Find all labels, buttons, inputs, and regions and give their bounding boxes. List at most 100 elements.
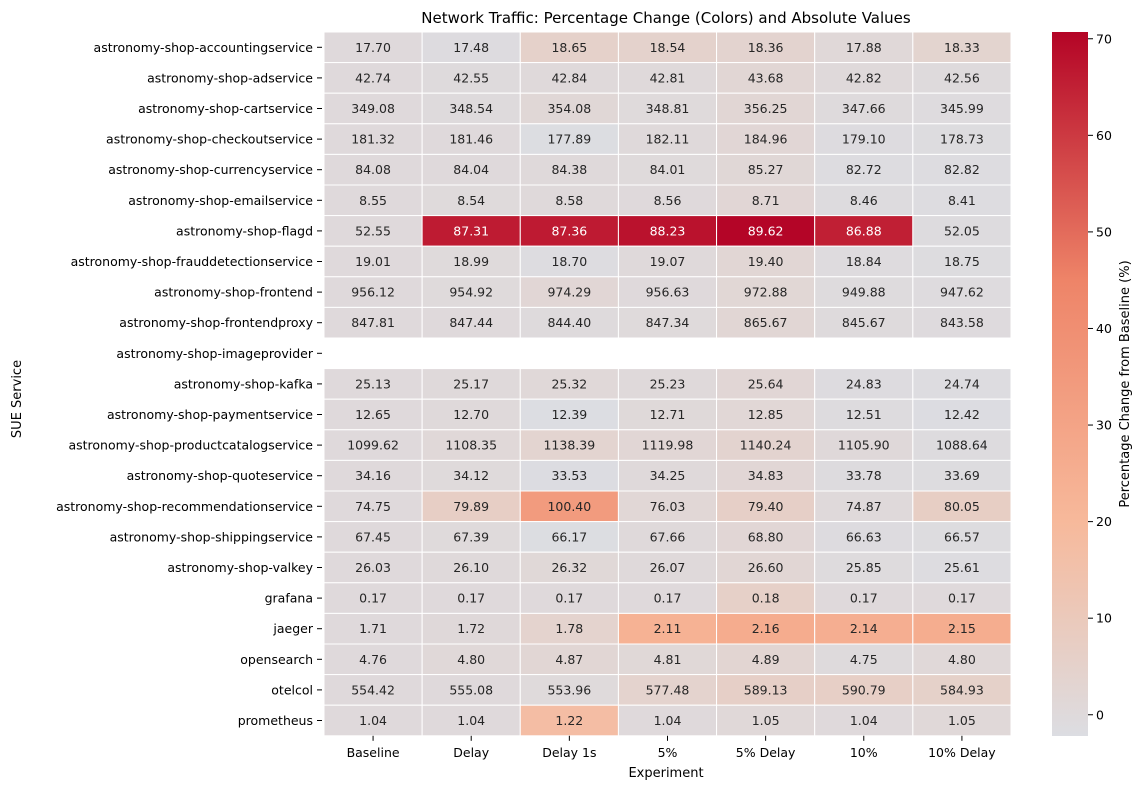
- cell-value-label: 349.08: [351, 101, 395, 116]
- column-label: 10% Delay: [928, 745, 996, 760]
- colorbar-tick-label: 20: [1096, 514, 1112, 529]
- cell-value-label: 847.44: [449, 315, 493, 330]
- cell-value-label: 2.11: [654, 621, 682, 636]
- cell-value-label: 974.29: [547, 285, 591, 300]
- colorbar-tick-label: 60: [1096, 128, 1112, 143]
- heatmap-cell: [912, 674, 1012, 706]
- cell-value-label: 42.82: [846, 70, 882, 85]
- row-label: opensearch: [240, 652, 313, 667]
- cell-value-label: 34.83: [748, 468, 784, 483]
- cell-value-label: 26.32: [551, 560, 587, 575]
- heatmap-cell: [519, 306, 619, 339]
- heatmap-cell: [617, 92, 718, 125]
- cell-value-label: 554.42: [351, 682, 395, 697]
- cell-value-label: 8.41: [948, 193, 976, 208]
- row-label: astronomy-shop-emailservice: [128, 193, 313, 208]
- cell-value-label: 76.03: [650, 499, 686, 514]
- cell-value-label: 18.70: [551, 254, 587, 269]
- heatmap-cells: 17.70 17.48 18.65 18.54 18.36 17.88 18.33 42.74…: [323, 31, 1012, 737]
- heatmap-cell: [912, 551, 1012, 584]
- heatmap-cell: [323, 62, 423, 94]
- heatmap-cell: [814, 92, 914, 125]
- column-label: 10%: [850, 745, 878, 760]
- heatmap-cell: [323, 245, 423, 278]
- heatmap-cell: [323, 215, 423, 247]
- cell-value-label: 1.04: [850, 713, 878, 728]
- cell-value-label: 24.83: [846, 376, 882, 391]
- heatmap-cell: [617, 582, 718, 614]
- cell-value-label: 82.72: [846, 162, 882, 177]
- heatmap-cell: [323, 184, 423, 217]
- cell-value-label: 19.01: [355, 254, 391, 269]
- cell-value-label: 1.05: [948, 713, 976, 728]
- column-label: Baseline: [347, 745, 400, 760]
- cell-value-label: 34.16: [355, 468, 391, 483]
- cell-value-label: 89.62: [748, 223, 784, 238]
- cell-value-label: 179.10: [842, 132, 886, 147]
- heatmap-cell: [716, 521, 816, 553]
- cell-value-label: 12.51: [846, 407, 882, 422]
- cell-value-label: 8.55: [359, 193, 387, 208]
- cell-value-label: 0.17: [359, 591, 387, 606]
- row-label: jaeger: [272, 621, 313, 636]
- cell-value-label: 1.04: [359, 713, 387, 728]
- cell-value-label: 4.76: [359, 652, 387, 667]
- heatmap-cell: [421, 490, 521, 523]
- heatmap-cell: [617, 490, 718, 523]
- heatmap-cell: [421, 368, 521, 400]
- x-axis-label: Experiment: [628, 766, 703, 781]
- heatmap-cell: [716, 674, 816, 706]
- cell-value-label: 972.88: [744, 285, 788, 300]
- heatmap-cell: [912, 459, 1012, 492]
- cell-value-label: 178.73: [940, 132, 984, 147]
- cell-value-label: 42.74: [355, 70, 391, 85]
- heatmap-cell: [912, 521, 1012, 553]
- heatmap-cell: [716, 612, 816, 645]
- heatmap-cell: [814, 245, 914, 278]
- heatmap-cell: [519, 92, 619, 125]
- heatmap-cell: [323, 643, 423, 676]
- heatmap-cell: [421, 582, 521, 614]
- row-label: astronomy-shop-kafka: [174, 376, 313, 391]
- cell-value-label: 0.18: [752, 591, 780, 606]
- cell-value-label: 66.57: [944, 529, 980, 544]
- cell-value-label: 0.17: [555, 591, 583, 606]
- heatmap-cell: [716, 368, 816, 400]
- heatmap-cell: [912, 368, 1012, 400]
- cell-value-label: 555.08: [449, 682, 493, 697]
- cell-value-label: 4.75: [850, 652, 878, 667]
- cell-value-label: 12.65: [355, 407, 391, 422]
- heatmap-cell: [323, 429, 423, 461]
- column-labels: Baseline Delay Delay 1s 5% 5% Delay 10% 10% De…: [347, 735, 996, 760]
- row-label: astronomy-shop-quoteservice: [127, 468, 314, 483]
- cell-value-label: 865.67: [744, 315, 788, 330]
- colorbar-tick-label: 70: [1096, 31, 1112, 46]
- cell-value-label: 4.87: [555, 652, 583, 667]
- cell-value-label: 182.11: [646, 132, 690, 147]
- heatmap-cell: [814, 643, 914, 676]
- cell-value-label: 26.60: [748, 560, 784, 575]
- cell-value-label: 847.34: [646, 315, 690, 330]
- cell-value-label: 100.40: [547, 499, 591, 514]
- heatmap-cell: [421, 398, 521, 431]
- cell-value-label: 1119.98: [642, 438, 694, 453]
- heatmap-cell: [716, 429, 816, 461]
- row-label: prometheus: [238, 713, 313, 728]
- heatmap-cell: [912, 490, 1012, 523]
- heatmap-cell: [519, 276, 619, 308]
- row-label: astronomy-shop-checkoutservice: [106, 132, 313, 147]
- heatmap-cell: [519, 551, 619, 584]
- heatmap-cell: [617, 429, 718, 461]
- cell-value-label: 348.54: [449, 101, 493, 116]
- cell-value-label: 4.89: [752, 652, 780, 667]
- heatmap-cell: [519, 215, 619, 247]
- heatmap-cell: [716, 184, 816, 217]
- cell-value-label: 584.93: [940, 682, 984, 697]
- heatmap-cell: [519, 62, 619, 94]
- cell-value-label: 589.13: [744, 682, 788, 697]
- cell-value-label: 177.89: [547, 132, 591, 147]
- heatmap-cell: [421, 184, 521, 217]
- cell-value-label: 25.64: [748, 376, 784, 391]
- cell-value-label: 25.17: [453, 376, 489, 391]
- heatmap-cell: [617, 184, 718, 217]
